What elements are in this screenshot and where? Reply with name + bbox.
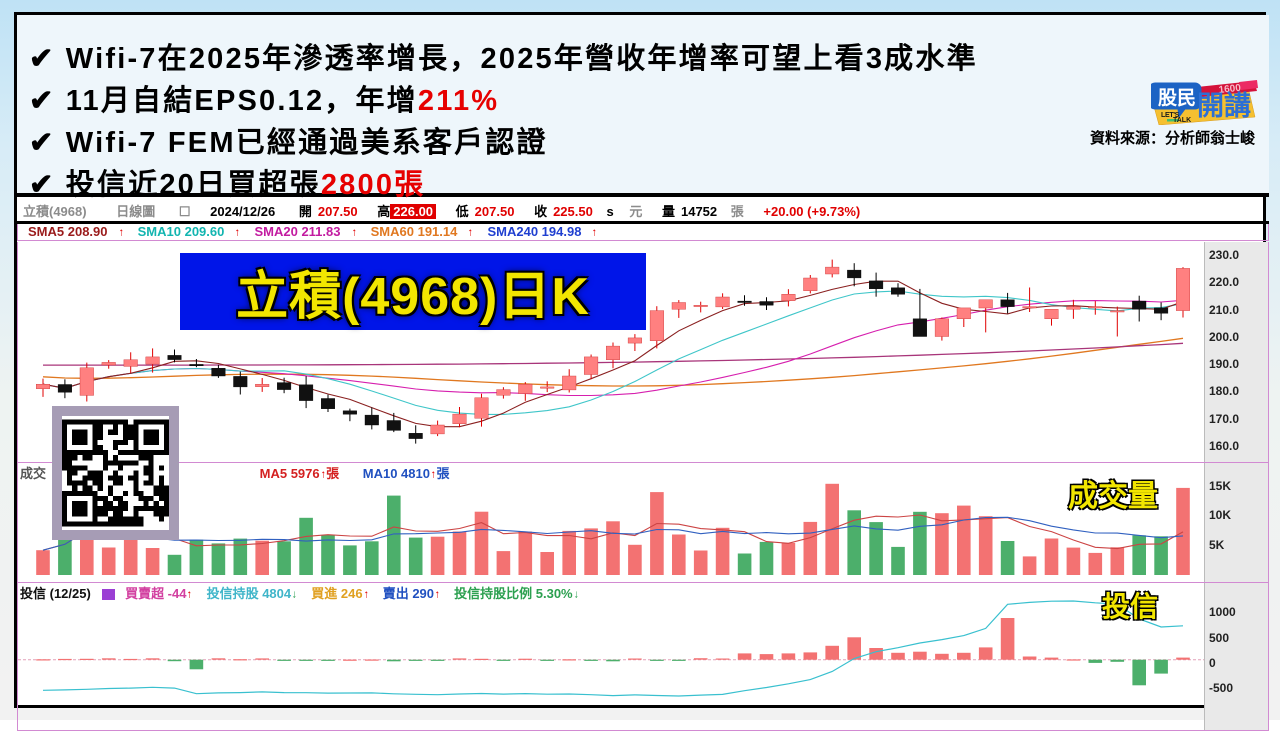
svg-text:開講: 開講 [1197,90,1251,121]
svg-text:股民: 股民 [1158,87,1196,109]
svg-text:TALK: TALK [1173,117,1191,124]
